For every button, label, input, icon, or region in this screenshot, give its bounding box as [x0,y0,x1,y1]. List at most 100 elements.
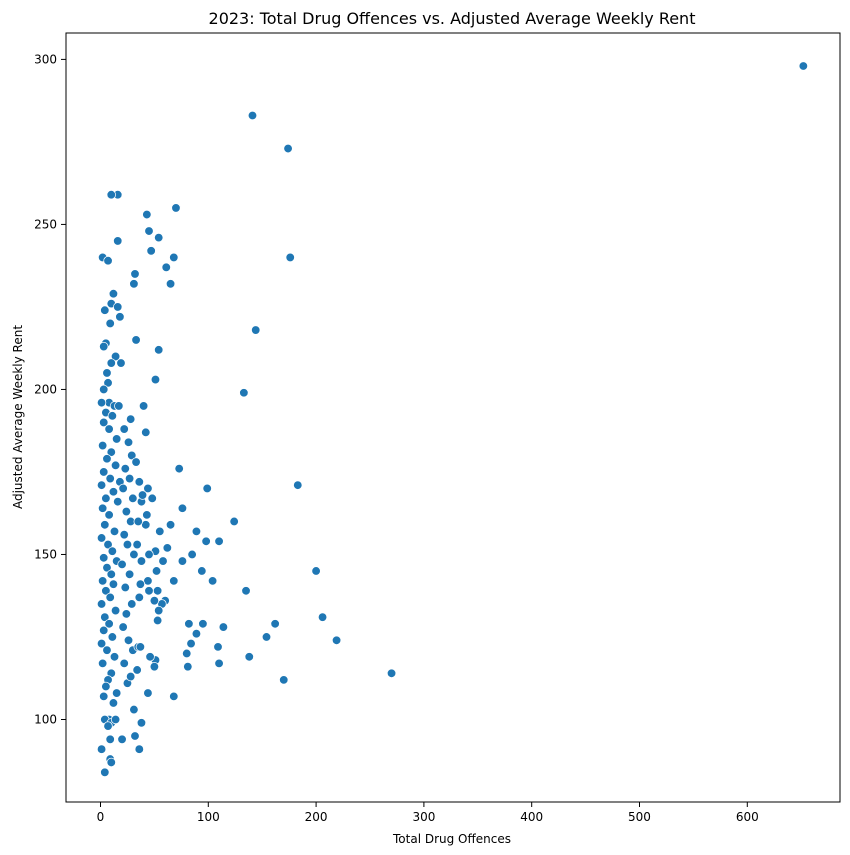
data-point [134,744,144,754]
data-point [117,734,127,744]
data-point [97,658,108,669]
data-point [108,289,119,299]
data-point [198,619,208,629]
data-point [106,358,116,368]
chart-title: 2023: Total Drug Offences vs. Adjusted A… [209,9,696,28]
data-points [96,61,809,777]
data-point [105,473,115,484]
data-point [104,424,114,434]
data-point [105,592,115,603]
data-point [123,635,134,645]
data-point [110,460,121,471]
data-point [158,556,168,566]
data-point [161,262,171,273]
data-point [101,681,111,692]
x-axis-label: Total Drug Offences [392,832,511,846]
data-point [99,553,109,563]
data-point [100,612,110,622]
data-point [117,559,127,570]
data-point [102,368,112,378]
data-point [143,688,153,698]
data-point [132,539,142,550]
data-point [99,467,109,477]
x-axis-ticks: 0 100 200 300 400 500 600 [97,802,759,824]
data-point [197,566,207,576]
data-point [108,698,119,708]
data-point [121,609,132,619]
data-point [154,605,164,616]
data-point [96,599,107,609]
data-point [261,632,272,642]
x-tick-label: 500 [628,810,651,824]
data-point [99,691,109,702]
data-point [104,510,114,520]
data-point [169,691,179,702]
data-point [191,526,202,537]
data-point [106,447,116,457]
data-point [106,569,116,579]
data-point [213,642,223,652]
data-point [128,493,138,504]
data-point [96,638,107,649]
data-point [293,480,303,490]
x-tick-label: 600 [736,810,759,824]
data-point [103,378,113,388]
data-point [311,566,321,576]
data-point [102,645,112,655]
data-point [146,246,156,256]
y-tick-label: 150 [34,547,57,561]
data-point [114,401,124,411]
data-point [119,424,129,434]
data-point [109,652,120,662]
data-point [118,622,128,632]
data-point [119,658,129,669]
data-point [142,209,152,220]
data-point [138,401,149,411]
data-point [136,556,147,566]
data-point [118,483,128,494]
data-point [137,490,148,500]
data-point [108,579,119,589]
data-point [129,704,139,715]
y-tick-label: 100 [34,712,57,726]
data-point [135,579,146,589]
data-point [165,279,176,289]
data-point [130,269,140,279]
y-tick-label: 250 [34,217,57,231]
data-point [154,345,164,355]
data-point [177,503,188,513]
data-point [109,526,120,537]
data-point [145,652,155,662]
data-point [105,318,115,329]
data-point [110,714,121,725]
data-point [96,397,107,408]
data-point [104,619,114,629]
data-point [152,615,163,626]
data-point [386,668,397,678]
data-point [107,546,118,556]
data-point [110,605,121,616]
x-tick-label: 300 [412,810,435,824]
data-point [113,496,123,507]
data-point [122,539,133,550]
data-point [111,434,122,444]
data-point [127,599,137,609]
data-point [99,384,109,395]
data-point [155,526,165,537]
data-point [151,566,162,576]
data-point [207,576,218,586]
data-point [183,662,193,672]
data-point [103,721,113,731]
data-point [142,510,152,520]
data-point [115,312,125,322]
data-point [331,635,342,645]
data-point [279,675,289,685]
data-point [133,516,143,527]
data-point [131,335,141,345]
data-point [149,595,160,606]
data-point [270,619,280,629]
data-point [244,652,254,662]
data-point [134,592,144,603]
y-axis-ticks: 100 150 200 250 300 [34,52,66,726]
